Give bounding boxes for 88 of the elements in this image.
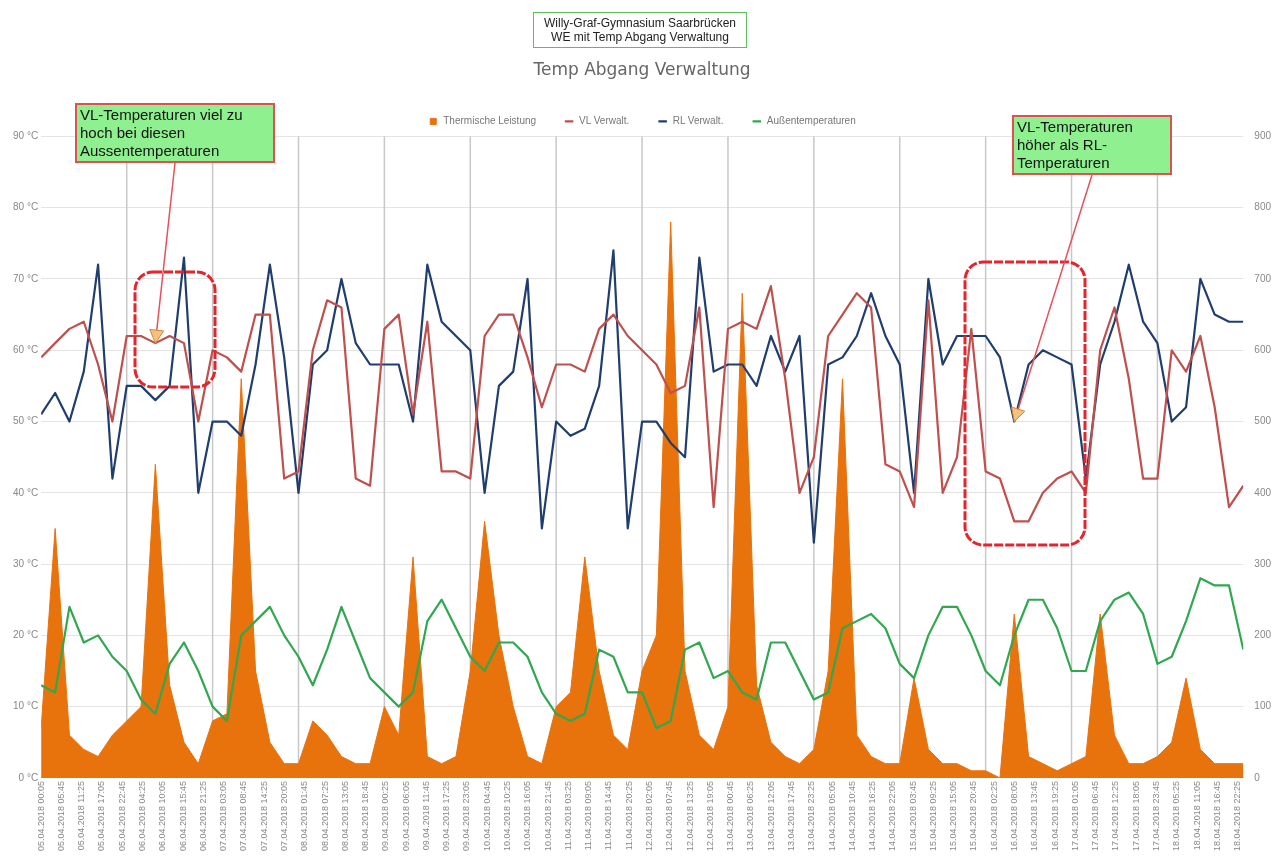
y2-tick-label: 900	[1254, 130, 1272, 142]
x-tick-label: 16.04.2018 02:25	[988, 780, 999, 852]
y-tick-label: 0 °C	[18, 771, 39, 783]
x-tick-label: 12.04.2018 07:45	[664, 780, 675, 852]
x-tick-label: 11.04.2018 03:25	[562, 780, 573, 851]
x-tick-label: 09.04.2018 17:25	[441, 780, 452, 852]
x-tick-label: 18.04.2018 11:05	[1191, 780, 1202, 851]
y-tick-label: 10 °C	[13, 700, 39, 712]
y2-tick-label: 300	[1254, 557, 1272, 569]
x-tick-label: 12.04.2018 13:25	[684, 780, 695, 852]
x-tick-label: 05.04.2018 17:05	[96, 780, 107, 852]
x-tick-label: 14.04.2018 16:25	[867, 780, 878, 852]
y2-tick-label: 600	[1254, 343, 1272, 355]
x-tick-label: 09.04.2018 06:05	[400, 780, 411, 852]
x-tick-label: 18.04.2018 05:25	[1171, 780, 1182, 852]
x-tick-label: 09.04.2018 11:45	[420, 780, 431, 851]
legend-label: RL Verwalt.	[672, 115, 724, 127]
x-tick-label: 10.04.2018 10:25	[502, 780, 513, 852]
x-tick-label: 14.04.2018 10:45	[846, 780, 857, 852]
x-tick-label: 11.04.2018 20:25	[623, 780, 634, 851]
x-tick-label: 06.04.2018 15:45	[177, 780, 188, 852]
x-tick-label: 08.04.2018 18:45	[360, 780, 371, 852]
x-tick-label: 16.04.2018 13:45	[1029, 780, 1040, 852]
legend-label: Thermische Leistung	[443, 115, 537, 127]
x-tick-label: 14.04.2018 22:05	[887, 780, 898, 852]
x-tick-label: 12.04.2018 19:05	[704, 780, 715, 852]
x-tick-label: 17.04.2018 18:05	[1130, 780, 1141, 852]
chart-title: Temp Abgang Verwaltung	[532, 58, 751, 79]
annotation: VL-Temperaturen viel zu hoch bei diesen Aussentemperaturen	[75, 103, 275, 163]
x-tick-label: 14.04.2018 05:05	[826, 780, 837, 852]
y-tick-label: 30 °C	[13, 557, 39, 569]
x-tick-label: 17.04.2018 12:25	[1110, 780, 1121, 852]
y-tick-label: 80 °C	[13, 201, 39, 213]
x-tick-label: 13.04.2018 00:45	[725, 780, 736, 852]
y2-tick-label: 800	[1254, 201, 1272, 213]
y-tick-label: 20 °C	[13, 629, 39, 641]
y2-tick-label: 100	[1254, 700, 1272, 712]
x-tick-label: 16.04.2018 19:25	[1049, 780, 1060, 852]
x-tick-label: 15.04.2018 20:45	[968, 780, 979, 852]
y2-tick-label: 500	[1254, 415, 1272, 427]
x-tick-label: 09.04.2018 23:05	[461, 780, 472, 852]
x-tick-label: 09.04.2018 00:25	[380, 780, 391, 852]
x-tick-label: 08.04.2018 07:25	[319, 780, 330, 852]
x-tick-label: 17.04.2018 06:45	[1090, 780, 1101, 852]
legend-label: Außentemperaturen	[766, 115, 856, 127]
y-tick-label: 60 °C	[13, 343, 39, 355]
x-tick-label: 15.04.2018 03:45	[907, 780, 918, 852]
x-tick-label: 10.04.2018 16:05	[522, 780, 533, 852]
x-tick-label: 06.04.2018 04:25	[137, 780, 148, 852]
y-tick-label: 90 °C	[13, 130, 39, 142]
x-tick-label: 13.04.2018 06:25	[745, 780, 756, 852]
y-tick-label: 70 °C	[13, 272, 39, 284]
x-tick-label: 05.04.2018 05:45	[55, 780, 66, 852]
x-tick-label: 18.04.2018 16:45	[1211, 780, 1222, 852]
x-tick-label: 12.04.2018 02:05	[644, 780, 655, 852]
x-tick-label: 06.04.2018 10:05	[157, 780, 168, 852]
x-tick-label: 13.04.2018 12:05	[765, 780, 776, 852]
x-tick-label: 07.04.2018 03:05	[218, 780, 229, 852]
x-tick-label: 08.04.2018 13:05	[339, 780, 350, 852]
y-tick-label: 50 °C	[13, 415, 39, 427]
x-tick-label: 07.04.2018 14:25	[258, 780, 269, 852]
annotation: VL-Temperaturen höher als RL-Temperaturen	[1012, 115, 1172, 175]
x-tick-label: 07.04.2018 20:05	[278, 780, 289, 852]
x-tick-label: 11.04.2018 09:05	[583, 780, 594, 851]
x-tick-label: 15.04.2018 09:25	[927, 780, 938, 852]
x-tick-label: 13.04.2018 23:25	[806, 780, 817, 852]
x-tick-label: 11.04.2018 14:45	[603, 780, 614, 851]
y2-tick-label: 200	[1254, 629, 1272, 641]
x-tick-label: 15.04.2018 15:05	[948, 780, 959, 852]
x-tick-label: 13.04.2018 17:45	[785, 780, 796, 852]
x-tick-label: 07.04.2018 08:45	[238, 780, 249, 852]
y-tick-label: 40 °C	[13, 486, 39, 498]
x-tick-label: 10.04.2018 04:45	[481, 780, 492, 852]
y2-tick-label: 700	[1254, 272, 1272, 284]
x-tick-label: 05.04.2018 00:05	[35, 780, 46, 852]
x-tick-label: 18.04.2018 22:25	[1232, 780, 1243, 852]
x-tick-label: 10.04.2018 21:45	[542, 780, 553, 852]
x-tick-label: 05.04.2018 11:25	[76, 780, 87, 851]
chart-subtitle: Willy-Graf-Gymnasium Saarbrücken WE mit Temp Abgang Verwaltung	[532, 12, 748, 48]
x-tick-label: 17.04.2018 01:05	[1069, 780, 1080, 852]
x-tick-label: 16.04.2018 08:05	[1009, 780, 1020, 852]
legend-label: VL Verwalt.	[579, 115, 630, 127]
x-tick-label: 17.04.2018 23:45	[1151, 780, 1162, 852]
x-tick-label: 06.04.2018 21:25	[197, 780, 208, 852]
y2-tick-label: 400	[1254, 486, 1272, 498]
x-tick-label: 05.04.2018 22:45	[116, 780, 127, 852]
x-tick-label: 08.04.2018 01:45	[299, 780, 310, 852]
y2-tick-label: 0	[1254, 771, 1261, 783]
